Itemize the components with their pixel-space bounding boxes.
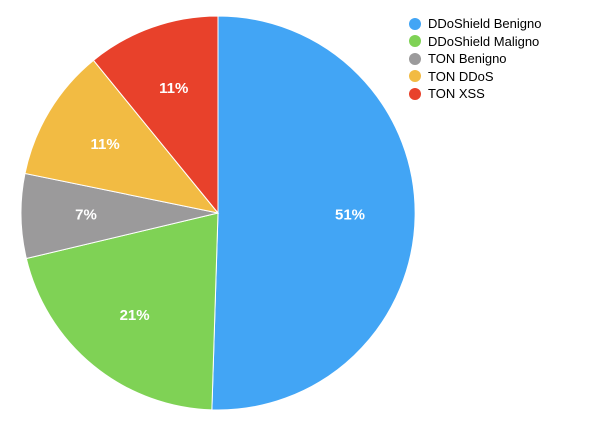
legend-item-ton-benigno: TON Benigno (409, 50, 541, 68)
pie-slice-ddoshield-maligno (25, 212, 219, 411)
legend-swatch-icon (409, 35, 421, 48)
legend-swatch-icon (409, 87, 421, 100)
chart-legend: DDoShield Benigno DDoShield Maligno TON Be… (409, 15, 541, 103)
legend-item-ton-ddos: TON DDoS (409, 68, 541, 86)
legend-label: TON Benigno (428, 51, 507, 67)
legend-label: DDoShield Benigno (428, 16, 542, 32)
legend-item-ddoshield-benigno: DDoShield Benigno (409, 15, 541, 33)
pie-slice-ddoshield-benigno (211, 15, 416, 411)
pie-value-labels: 51% 21% 7% 11% 11% (75, 80, 365, 324)
legend-item-ddoshield-maligno: DDoShield Maligno (409, 33, 541, 51)
slice-value-label-ton-ddos: 11% (90, 136, 119, 153)
pie-slice-ton-ddos (24, 59, 220, 214)
legend-label: DDoShield Maligno (428, 33, 540, 49)
slice-value-label-ton-xss: 11% (159, 80, 188, 97)
pie-slices (20, 15, 416, 411)
slice-value-label-ddoshield-benigno: 51% (335, 207, 365, 224)
legend-label: TON DDoS (428, 68, 494, 84)
legend-item-ton-xss: TON XSS (409, 85, 541, 103)
legend-swatch-icon (409, 52, 421, 65)
slice-value-label-ton-benigno: 7% (75, 207, 97, 224)
legend-swatch-icon (409, 70, 421, 83)
slice-value-label-ddoshield-maligno: 21% (120, 307, 150, 324)
pie-slice-ton-xss (92, 15, 219, 215)
legend-swatch-icon (409, 17, 421, 30)
legend-label: TON XSS (428, 86, 485, 102)
